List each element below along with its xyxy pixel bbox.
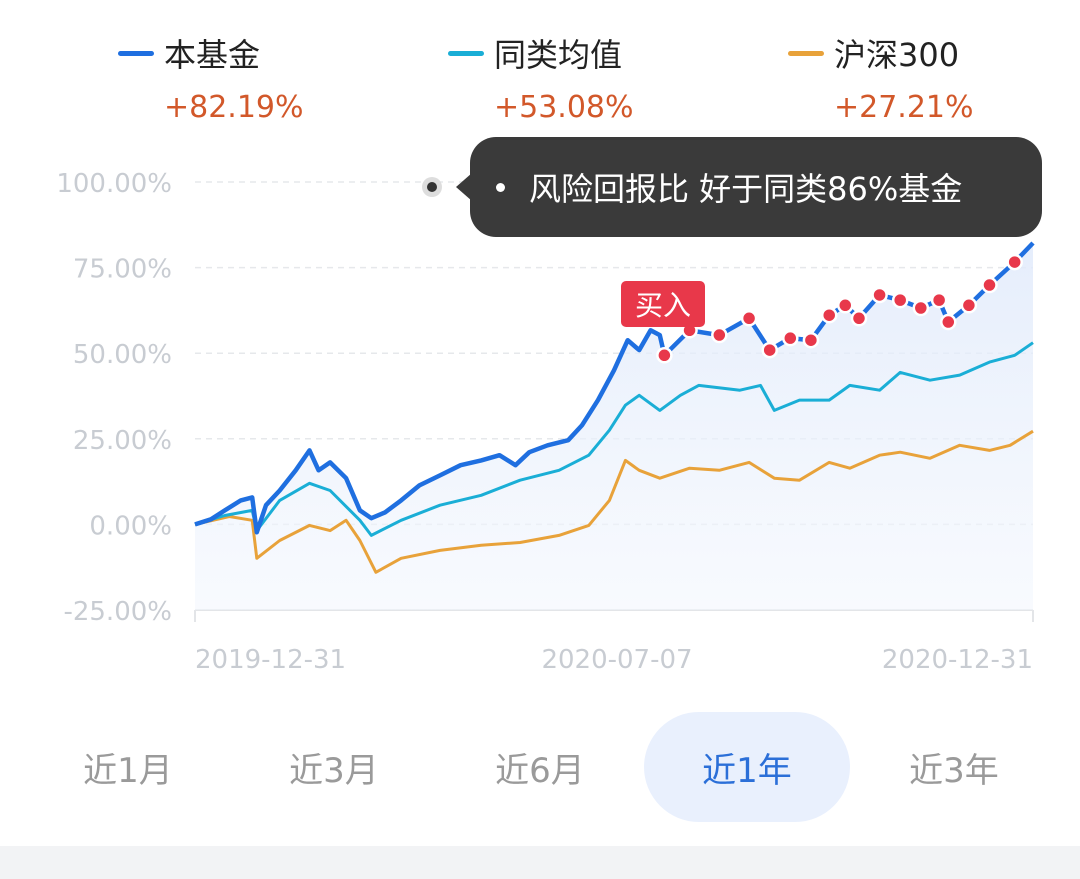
legend-item-peer-average: 同类均值 +53.08%: [448, 30, 634, 125]
legend-item-fund: 本基金 +82.19%: [118, 30, 304, 125]
holding-dot: [871, 286, 888, 304]
y-tick-label: 50.00%: [73, 340, 172, 370]
holding-dot: [960, 297, 978, 314]
legend-change: +53.08%: [494, 90, 634, 125]
tooltip-text: 风险回报比 好于同类86%基金: [529, 170, 963, 208]
holding-dot: [837, 297, 854, 314]
legend-swatch: [118, 50, 154, 56]
x-tick-label: 2020-07-07: [541, 645, 692, 675]
csi300-line: [194, 429, 1034, 574]
y-tick-label: 100.00%: [56, 169, 172, 199]
holding-dot: [940, 313, 957, 331]
legend-swatch: [788, 50, 824, 56]
x-tick-label: 2019-12-31: [195, 645, 346, 675]
y-tick-label: 75.00%: [73, 255, 172, 285]
tab-3-years[interactable]: 近3年: [909, 750, 999, 791]
legend-label: 沪深300: [834, 36, 960, 74]
legend-label: 本基金: [164, 36, 261, 74]
bullet-icon: [496, 182, 505, 192]
tab-6-months[interactable]: 近6月: [495, 750, 585, 791]
holding-dot: [802, 331, 820, 349]
legend-swatch: [448, 50, 484, 56]
period-tabs: 近1月 近3月 近6月 近1年 近3年: [0, 712, 1080, 822]
holding-dot: [711, 326, 728, 344]
tooltip-anchor-dot: [427, 182, 437, 192]
holding-dot: [656, 347, 673, 364]
legend-item-csi300: 沪深300 +27.21%: [788, 30, 974, 125]
y-tick-label: 0.00%: [89, 511, 172, 541]
y-tick-label: -25.00%: [63, 597, 172, 627]
x-tick-label: 2020-12-31: [882, 645, 1033, 675]
holding-dot: [820, 306, 838, 324]
holding-dot: [1006, 253, 1023, 271]
holding-dot: [981, 276, 998, 294]
y-tick-label: 25.00%: [73, 426, 172, 456]
fund-line: [194, 241, 1035, 535]
legend-change: +82.19%: [164, 90, 304, 125]
bottom-divider: [0, 846, 1080, 879]
legend-change: +27.21%: [834, 90, 974, 125]
peer-average-line: [194, 341, 1034, 537]
buy-marker-label[interactable]: 买入: [621, 281, 705, 327]
tab-1-month[interactable]: 近1月: [83, 750, 173, 791]
tab-1-year[interactable]: 近1年: [644, 712, 850, 822]
performance-chart[interactable]: 100.00% 75.00% 50.00% 25.00% 0.00% -25.00% 20…: [0, 0, 1080, 700]
holding-dot: [912, 299, 930, 317]
holding-dot: [761, 341, 778, 359]
holding-dot: [891, 291, 909, 309]
holding-dot: [782, 329, 799, 347]
holding-dot: [740, 310, 758, 327]
holding-dot: [930, 291, 948, 309]
legend-label: 同类均值: [494, 36, 623, 74]
tab-3-months[interactable]: 近3月: [289, 750, 379, 791]
risk-return-tooltip: 风险回报比 好于同类86%基金: [456, 137, 1042, 237]
holding-dot: [850, 310, 868, 327]
